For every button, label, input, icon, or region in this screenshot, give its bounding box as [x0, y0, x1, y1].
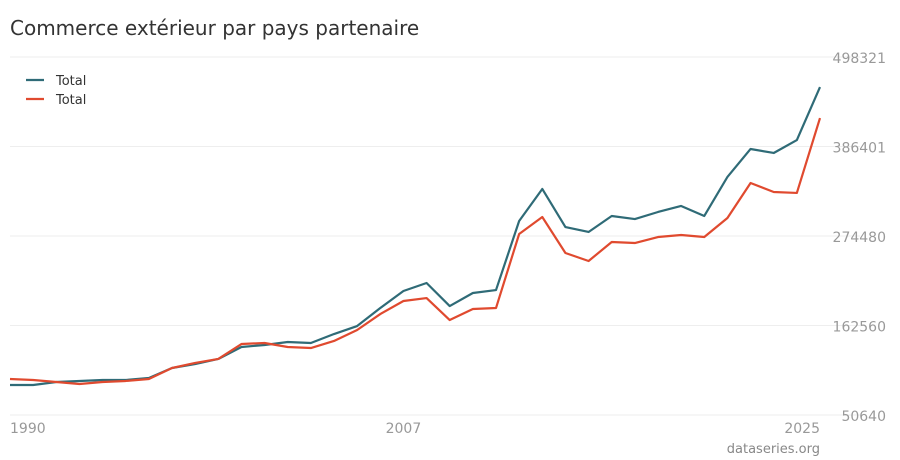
y-tick-label: 274480 — [833, 230, 886, 246]
y-tick-label: 50640 — [841, 409, 886, 425]
y-tick-label: 386401 — [833, 140, 886, 156]
legend-label: Total — [55, 74, 86, 89]
source: dataseries.org — [727, 442, 820, 457]
legend-label: Total — [55, 93, 86, 108]
y-tick-label: 162560 — [833, 320, 886, 336]
x-tick-label: 2025 — [784, 421, 820, 437]
chart-title: Commerce extérieur par pays partenaire — [10, 16, 419, 40]
series-line — [9, 117, 822, 386]
x-tick-label: 1990 — [10, 421, 46, 437]
y-tick-label: 498321 — [833, 51, 886, 67]
x-tick-label: 2007 — [386, 421, 422, 437]
